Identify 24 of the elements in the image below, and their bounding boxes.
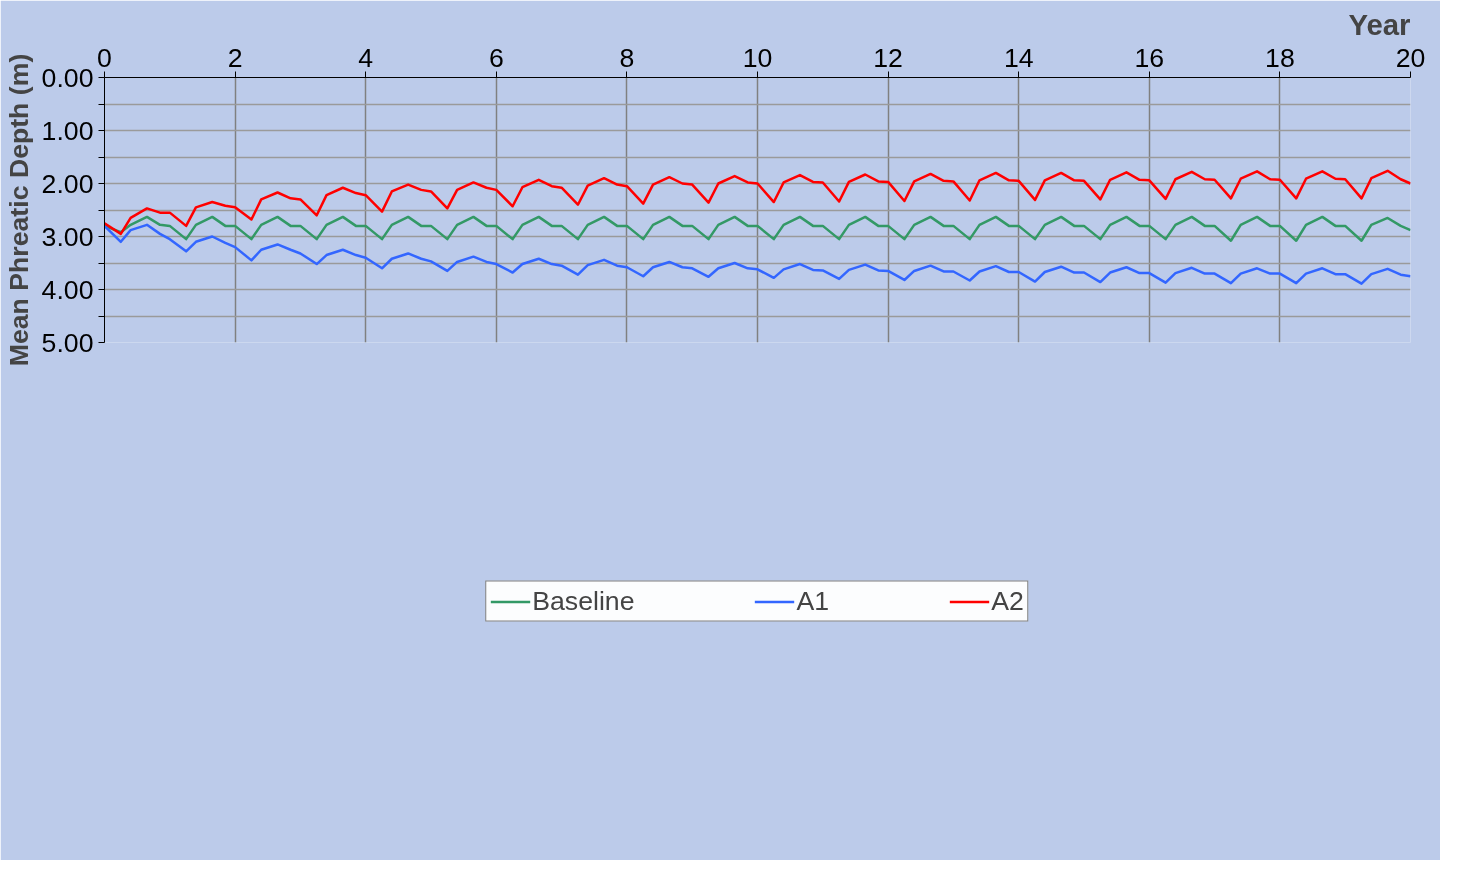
x-axis-title: Year	[1348, 7, 1411, 41]
y-tick-label: 1.00	[41, 115, 94, 146]
y-tick-label: 2.00	[41, 168, 94, 199]
x-tick-label: 8	[619, 42, 635, 73]
x-tick-label: 0	[97, 42, 112, 73]
y-tick-label: 5.00	[41, 327, 94, 358]
line-series	[104, 223, 1411, 285]
x-tick-label: 10	[742, 42, 773, 73]
x-tick-label: 6	[488, 42, 504, 73]
line-series	[104, 169, 1411, 236]
x-tick-label: 12	[873, 42, 903, 73]
x-tick-label: 18	[1265, 42, 1295, 73]
y-tick-label: 3.00	[41, 221, 94, 252]
x-tick-label: 2	[227, 42, 243, 73]
y-axis-title: Mean Phreatic Depth (m)	[3, 53, 34, 367]
legend-label: Baseline	[532, 585, 635, 617]
y-tick-label: 4.00	[41, 274, 94, 305]
x-tick-label: 20	[1395, 42, 1426, 73]
y-tick-label: 0.00	[41, 62, 94, 93]
legend-label: A1	[796, 585, 830, 617]
x-tick-label: 16	[1134, 42, 1165, 73]
legend-label: A2	[991, 585, 1024, 617]
x-tick-label: 4	[358, 42, 374, 73]
x-tick-label: 14	[1003, 42, 1034, 73]
